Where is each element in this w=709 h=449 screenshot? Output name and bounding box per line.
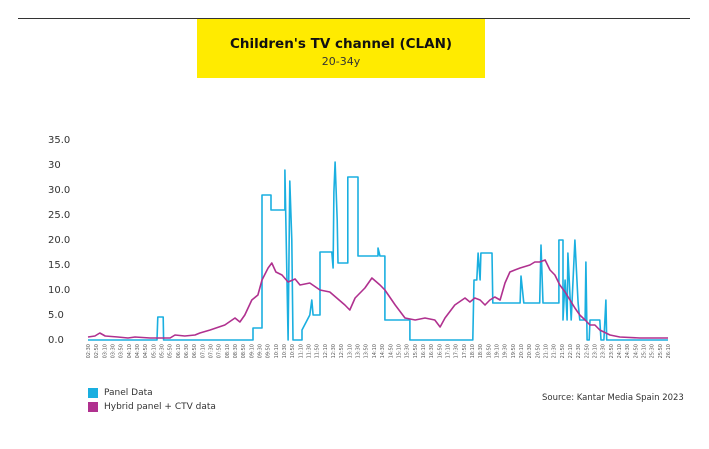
x-tick-label: 24:10 — [617, 344, 623, 358]
legend-label-panel: Panel Data — [104, 388, 153, 398]
x-tick-label: 07:30 — [209, 344, 215, 358]
chart-title: Children's TV channel (CLAN) — [229, 36, 453, 52]
x-tick-label: 13:30 — [356, 344, 362, 358]
x-tick-label: 04:50 — [143, 344, 149, 358]
x-tick-label: 25:10 — [641, 344, 647, 358]
y-tick-label: 10.0 — [48, 285, 70, 296]
x-tick-label: 22:30 — [576, 344, 582, 358]
x-tick-label: 18:30 — [478, 344, 484, 358]
x-tick-label: 08:10 — [225, 344, 231, 358]
x-tick-label: 16:50 — [437, 344, 443, 358]
x-tick-label: 08:50 — [241, 344, 247, 358]
x-tick-label: 21:10 — [543, 344, 549, 358]
source-note: Source: Kantar Media Spain 2023 — [542, 393, 684, 403]
x-tick-label: 05:50 — [168, 344, 174, 358]
x-tick-label: 23:50 — [609, 344, 615, 358]
x-tick-label: 22:50 — [584, 344, 590, 358]
x-tick-label: 17:50 — [462, 344, 468, 358]
x-tick-label: 05:10 — [151, 344, 157, 358]
x-tick-label: 21:50 — [560, 344, 566, 358]
x-tick-label: 10:10 — [274, 344, 280, 358]
x-tick-label: 08:30 — [233, 344, 239, 358]
panel-data-line — [88, 161, 668, 341]
x-tick-label: 06:10 — [176, 344, 182, 358]
x-tick-label: 19:30 — [503, 344, 509, 358]
y-tick-label: 25.0 — [48, 210, 70, 221]
x-tick-label: 19:10 — [494, 344, 500, 358]
x-tick-label: 06:30 — [184, 344, 190, 358]
legend-swatch-panel — [88, 388, 98, 398]
x-tick-label: 18:10 — [470, 344, 476, 358]
x-tick-label: 12:30 — [331, 344, 337, 358]
y-tick-label: 35.0 — [48, 135, 70, 146]
x-tick-label: 15:50 — [413, 344, 419, 358]
x-tick-label: 03:50 — [119, 344, 125, 358]
legend-item-panel: Panel Data — [88, 386, 216, 400]
x-tick-label: 04:30 — [135, 344, 141, 358]
x-tick-label: 11:30 — [307, 344, 313, 358]
x-tick-label: 15:30 — [405, 344, 411, 358]
x-tick-label: 13:10 — [347, 344, 353, 358]
x-tick-label: 23:10 — [592, 344, 598, 358]
legend-swatch-hybrid — [88, 402, 98, 412]
x-tick-label: 09:30 — [258, 344, 264, 358]
x-tick-label: 24:50 — [633, 344, 639, 358]
x-tick-label: 17:10 — [445, 344, 451, 358]
x-tick-label: 17:30 — [454, 344, 460, 358]
top-rule — [18, 18, 690, 19]
x-axis: 02:30 02:50 03:10 03:30 03:50 04:10 04:30 04:50… — [86, 344, 672, 358]
chart-subtitle: 20-34y — [321, 55, 361, 68]
y-tick-label: 0.0 — [48, 335, 64, 346]
y-tick-label: 30 — [48, 160, 61, 171]
x-tick-label: 18:50 — [486, 344, 492, 358]
x-tick-label: 11:10 — [298, 344, 304, 358]
x-tick-label: 02:50 — [94, 344, 100, 358]
x-tick-label: 14:50 — [388, 344, 394, 358]
x-tick-label: 12:10 — [323, 344, 329, 358]
x-tick-label: 10:50 — [290, 344, 296, 358]
x-tick-label: 20:10 — [519, 344, 525, 358]
x-tick-label: 12:50 — [339, 344, 345, 358]
x-tick-label: 22:10 — [568, 344, 574, 358]
y-axis: 0.0 5.0 10.0 15.0 20.0 25.0 30.0 30 35.0 — [48, 135, 70, 346]
y-tick-label: 15.0 — [48, 260, 70, 271]
x-tick-label: 16:10 — [421, 344, 427, 358]
x-tick-label: 04:10 — [127, 344, 133, 358]
x-tick-label: 21:30 — [552, 344, 558, 358]
x-tick-label: 15:10 — [396, 344, 402, 358]
x-tick-label: 09:50 — [266, 344, 272, 358]
x-tick-label: 06:50 — [192, 344, 198, 358]
y-tick-label: 5.0 — [48, 310, 64, 321]
title-box: Children's TV channel (CLAN) 20-34y — [197, 19, 485, 78]
x-tick-label: 02:30 — [86, 344, 92, 358]
x-tick-label: 07:10 — [200, 344, 206, 358]
series-group — [87, 161, 668, 341]
x-tick-label: 13:50 — [364, 344, 370, 358]
x-tick-label: 03:30 — [111, 344, 117, 358]
x-tick-label: 10:30 — [282, 344, 288, 358]
x-tick-label: 11:50 — [315, 344, 321, 358]
x-tick-label: 20:50 — [535, 344, 541, 358]
legend: Panel Data Hybrid panel + CTV data — [88, 386, 216, 414]
hybrid-data-line — [87, 259, 668, 339]
x-tick-label: 09:10 — [249, 344, 255, 358]
x-tick-label: 14:10 — [372, 344, 378, 358]
x-tick-label: 25:50 — [658, 344, 664, 358]
x-tick-label: 20:30 — [527, 344, 533, 358]
x-tick-label: 07:50 — [217, 344, 223, 358]
y-tick-label: 30.0 — [48, 185, 70, 196]
y-tick-label: 20.0 — [48, 235, 70, 246]
x-tick-label: 16:30 — [429, 344, 435, 358]
x-tick-label: 14:30 — [380, 344, 386, 358]
x-tick-label: 19:50 — [511, 344, 517, 358]
x-tick-label: 03:10 — [102, 344, 108, 358]
x-tick-label: 05:30 — [160, 344, 166, 358]
x-tick-label: 24:30 — [625, 344, 631, 358]
x-tick-label: 25:30 — [650, 344, 656, 358]
x-tick-label: 23:30 — [601, 344, 607, 358]
legend-item-hybrid: Hybrid panel + CTV data — [88, 400, 216, 414]
x-tick-label: 26:10 — [666, 344, 672, 358]
legend-label-hybrid: Hybrid panel + CTV data — [104, 402, 216, 412]
